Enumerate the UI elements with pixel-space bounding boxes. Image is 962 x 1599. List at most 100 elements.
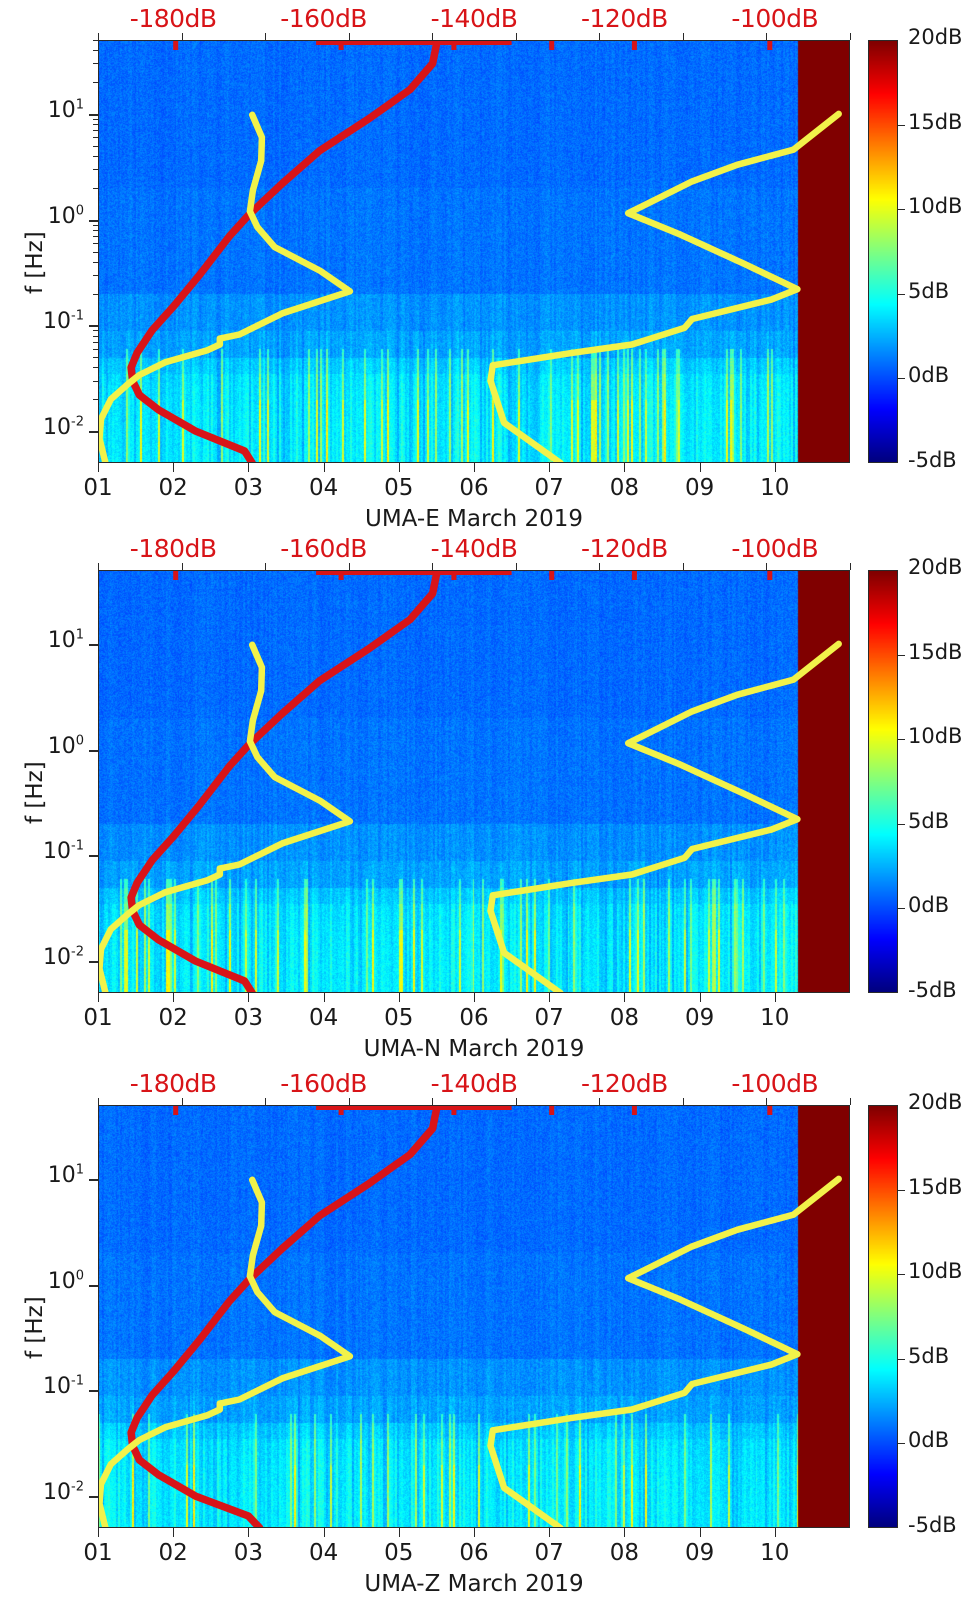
x-axis-label-2: 03 bbox=[233, 475, 264, 501]
x-axis-tick bbox=[173, 993, 175, 1002]
colorbar-label-3: 5dB bbox=[908, 278, 950, 303]
x-axis-label-7: 08 bbox=[609, 1540, 640, 1566]
top-axis-tick bbox=[348, 33, 350, 40]
x-axis-label-4: 05 bbox=[384, 475, 414, 501]
top-axis-tick bbox=[682, 563, 684, 570]
colorbar-label-1: 15dB bbox=[908, 1174, 962, 1199]
x-axis-tick bbox=[98, 463, 99, 472]
y-axis-tick-major bbox=[89, 643, 98, 646]
y-axis-tick-minor bbox=[93, 155, 98, 157]
spectrogram-canvas bbox=[98, 1105, 850, 1528]
colorbar-tick bbox=[898, 378, 905, 380]
x-axis-tick bbox=[248, 993, 250, 1002]
colorbar-label-4: 0dB bbox=[908, 363, 950, 388]
top-axis-label-1: -160dB bbox=[280, 534, 367, 563]
x-axis-tick bbox=[774, 1528, 776, 1537]
top-axis-tick bbox=[850, 1098, 851, 1105]
y-axis-label-0: 101 bbox=[8, 628, 84, 653]
x-axis-tick bbox=[323, 993, 325, 1002]
top-axis-tick bbox=[766, 563, 768, 570]
x-axis-label-2: 03 bbox=[233, 1005, 264, 1031]
x-axis-tick bbox=[624, 993, 626, 1002]
top-axis-tick bbox=[181, 33, 183, 40]
colorbar-label-3: 5dB bbox=[908, 808, 950, 833]
y-axis-tick-minor bbox=[93, 224, 98, 226]
top-axis-tick bbox=[348, 563, 350, 570]
top-axis-tick bbox=[515, 563, 517, 570]
x-axis-tick bbox=[774, 463, 776, 472]
colorbar-label-1: 15dB bbox=[908, 639, 962, 664]
x-axis-label-0: 01 bbox=[83, 1005, 113, 1031]
colorbar-label-1: 15dB bbox=[908, 109, 962, 134]
top-axis-red-markers bbox=[173, 1106, 773, 1115]
top-axis-label-0: -180dB bbox=[129, 534, 217, 563]
colorbar-tick bbox=[898, 1189, 905, 1191]
y-axis-label-1: 100 bbox=[8, 734, 84, 759]
top-axis-label-0: -180dB bbox=[129, 1069, 217, 1098]
psd-curve-nlnm-curve bbox=[127, 41, 441, 463]
y-axis-tick-major bbox=[89, 113, 98, 116]
x-axis-label-3: 04 bbox=[308, 1540, 339, 1566]
x-axis-label-7: 08 bbox=[609, 475, 640, 501]
top-axis-tick bbox=[515, 1098, 517, 1105]
psd-curve-nhnm-curve bbox=[98, 111, 354, 463]
psd-curve-nhnm-curve-right bbox=[487, 110, 842, 463]
x-axis-label-6: 07 bbox=[534, 1005, 564, 1031]
psd-model-curves bbox=[98, 571, 842, 993]
plot-frame-uma-z bbox=[98, 1105, 850, 1528]
spectrogram-uma-n bbox=[98, 570, 850, 993]
x-axis-label-0: 01 bbox=[83, 475, 113, 501]
y-tick-base: 10 bbox=[43, 839, 72, 865]
top-axis-tick bbox=[432, 563, 434, 570]
y-tick-exponent: 0 bbox=[75, 733, 84, 749]
top-axis-tick bbox=[515, 33, 517, 40]
y-axis-tick-major bbox=[89, 961, 98, 964]
y-axis-tick-minor bbox=[93, 169, 98, 171]
y-axis-label-3: 10-2 bbox=[8, 1480, 84, 1505]
x-axis-label-3: 04 bbox=[308, 1005, 339, 1031]
y-axis-label-3: 10-2 bbox=[8, 415, 84, 440]
y-axis-label-0: 101 bbox=[8, 1163, 84, 1188]
x-axis-label-8: 09 bbox=[684, 1005, 715, 1031]
colorbar-tick bbox=[898, 124, 905, 126]
psd-curve-nhnm-curve-right bbox=[487, 640, 842, 993]
top-axis-tick bbox=[850, 33, 851, 40]
x-axis-label-4: 05 bbox=[384, 1005, 414, 1031]
x-axis-label-9: 10 bbox=[760, 1005, 790, 1031]
y-axis-tick-minor bbox=[93, 187, 98, 189]
top-axis-label-2: -140dB bbox=[430, 1069, 518, 1098]
colorbar-uma-n bbox=[868, 570, 898, 993]
x-axis-label-2: 03 bbox=[233, 1540, 264, 1566]
y-axis-tick-minor bbox=[93, 251, 98, 253]
colorbar-tick bbox=[898, 739, 905, 741]
x-axis-tick bbox=[323, 1528, 325, 1537]
x-axis-tick bbox=[474, 993, 475, 1002]
y-axis-tick-major bbox=[89, 855, 98, 858]
top-axis-label-4: -100dB bbox=[731, 1069, 819, 1098]
y-axis-label-2: 10-1 bbox=[8, 1374, 84, 1399]
y-axis-tick-minor bbox=[93, 399, 98, 401]
y-axis-tick-minor bbox=[93, 82, 98, 84]
y-axis-label-1: 100 bbox=[8, 1269, 84, 1294]
x-axis-tick bbox=[248, 463, 250, 472]
y-tick-base: 10 bbox=[47, 203, 76, 229]
spectrogram-canvas bbox=[98, 570, 850, 993]
y-axis-tick-minor bbox=[93, 348, 98, 350]
y-axis-title-uma-z: f [Hz] bbox=[22, 1295, 48, 1359]
top-axis-label-3: -120dB bbox=[581, 1069, 668, 1098]
y-tick-exponent: -1 bbox=[71, 839, 84, 855]
colorbar-gradient bbox=[869, 1106, 897, 1527]
y-axis-tick-minor bbox=[93, 50, 98, 52]
y-axis-tick-major bbox=[89, 1390, 98, 1393]
top-axis-label-1: -160dB bbox=[280, 1069, 367, 1098]
top-axis-tick bbox=[181, 563, 183, 570]
y-tick-exponent: -2 bbox=[71, 944, 84, 960]
x-axis-tick bbox=[173, 463, 175, 472]
x-axis-label-5: 06 bbox=[459, 475, 489, 501]
y-tick-exponent: -1 bbox=[71, 309, 84, 325]
y-axis-tick-major bbox=[89, 431, 98, 434]
top-axis-tick bbox=[265, 563, 267, 570]
colorbar-tick bbox=[898, 908, 905, 910]
top-axis-tick bbox=[181, 1098, 183, 1105]
